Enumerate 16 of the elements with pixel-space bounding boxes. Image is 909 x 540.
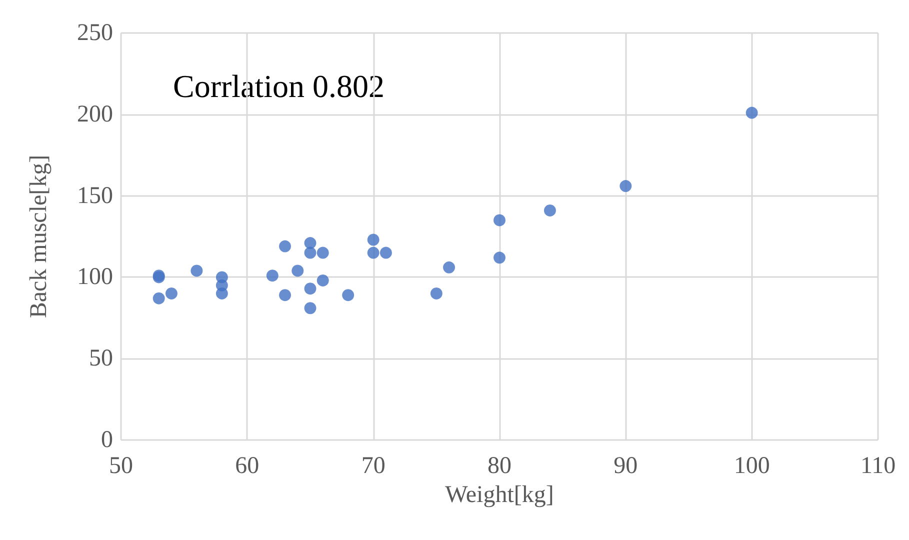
x-tick-label: 80 xyxy=(488,453,512,479)
y-tick-label: 250 xyxy=(77,20,113,46)
x-tick-label: 70 xyxy=(361,453,386,479)
x-tick-label: 50 xyxy=(109,453,133,479)
x-axis-title: Weight[kg] xyxy=(445,482,554,508)
y-tick-label: 0 xyxy=(101,427,113,453)
y-tick-label: 200 xyxy=(77,101,113,128)
x-tick-label: 110 xyxy=(860,453,896,479)
x-tick-label: 60 xyxy=(235,453,260,479)
y-axis-title: Back muscle[kg] xyxy=(26,154,52,318)
annotation: Corrlation 0.802 xyxy=(173,68,385,104)
y-tick-label: 100 xyxy=(77,264,113,290)
x-tick-label: 90 xyxy=(614,453,638,479)
y-tick-label: 150 xyxy=(77,182,113,209)
x-tick-label: 100 xyxy=(734,453,770,479)
y-tick-label: 50 xyxy=(89,346,113,372)
